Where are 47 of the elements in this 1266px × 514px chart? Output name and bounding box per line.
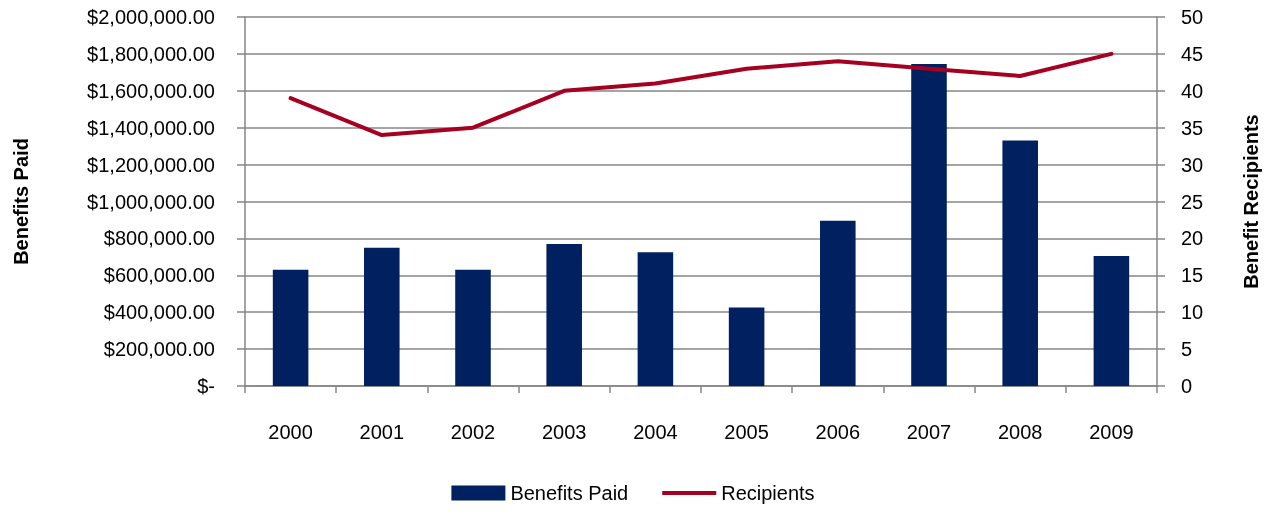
x-tick-label: 2006 [815, 421, 861, 443]
y2-tick-label: 15 [1181, 264, 1204, 287]
x-tick-label: 2000 [268, 421, 313, 443]
x-tick-label: 2009 [1089, 421, 1134, 443]
x-tick-label: 2002 [450, 421, 496, 443]
bar [637, 252, 674, 386]
bar [820, 220, 856, 386]
y2-tick-label: 25 [1181, 190, 1204, 213]
y2-tick-label: 10 [1181, 301, 1204, 324]
bar [1093, 255, 1130, 386]
y-tick-label: $- [197, 375, 215, 397]
bar [1002, 140, 1038, 386]
y-tick-label: $1,200,000.00 [87, 153, 215, 176]
y-tick-label: $1,000,000.00 [87, 190, 215, 213]
x-tick-label: 2001 [359, 421, 405, 443]
y-tick-label: $2,000,000.00 [87, 6, 215, 28]
y-tick-label: $800,000.00 [103, 227, 215, 250]
legend-label: Benefits Paid [510, 482, 629, 504]
line-series [288, 51, 1114, 138]
bar [911, 64, 947, 386]
y2-tick-label: 40 [1181, 79, 1204, 102]
y2-tick-label: 0 [1181, 375, 1193, 397]
y-tick-label: $400,000.00 [103, 301, 215, 324]
y-tick-label: $1,800,000.00 [87, 42, 215, 65]
y-axis-title: Benefits Paid [10, 138, 32, 265]
y-tick-label: $200,000.00 [103, 338, 215, 361]
x-tick-label: 2008 [997, 421, 1043, 443]
y2-tick-label: 20 [1181, 227, 1204, 250]
x-tick-label: 2003 [541, 421, 587, 443]
y2-axis-title: Benefit Recipients [1240, 114, 1262, 289]
y2-tick-label: 5 [1181, 338, 1193, 361]
bar [546, 243, 582, 386]
bar [728, 307, 765, 386]
x-tick-label: 2005 [724, 421, 769, 443]
y-tick-label: $1,600,000.00 [87, 79, 215, 102]
x-tick-label: 2007 [906, 421, 952, 443]
y2-tick-label: 50 [1181, 6, 1204, 28]
x-tick-label: 2004 [633, 421, 678, 443]
y-tick-label: $1,400,000.00 [87, 116, 215, 139]
y2-tick-label: 35 [1181, 116, 1204, 139]
bar [364, 247, 400, 386]
y-tick-label: $600,000.00 [103, 264, 215, 287]
y2-tick-label: 45 [1181, 42, 1204, 65]
legend-label: Recipients [721, 482, 815, 504]
bar [455, 269, 491, 386]
y2-tick-label: 30 [1181, 153, 1204, 176]
bar [272, 269, 309, 386]
